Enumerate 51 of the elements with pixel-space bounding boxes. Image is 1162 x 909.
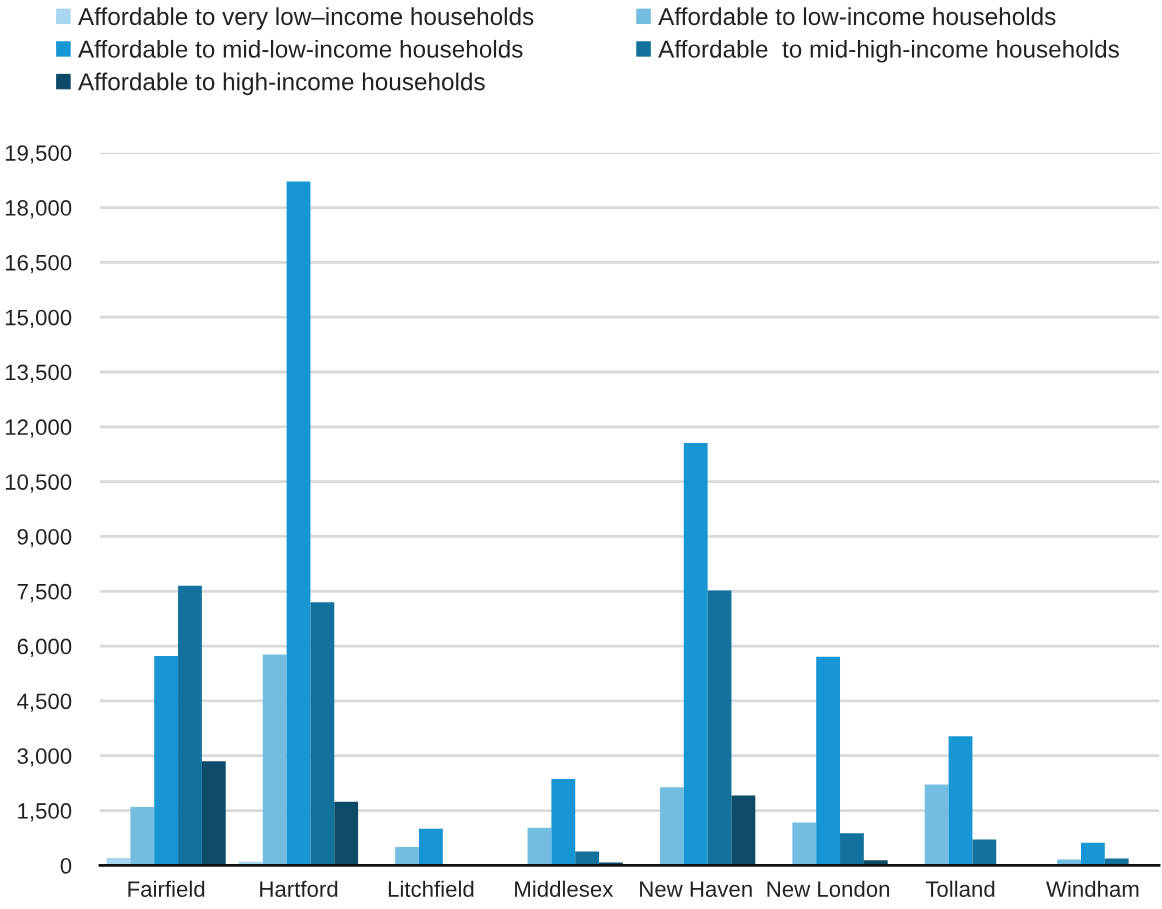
- x-tick-label: Windham: [1046, 880, 1139, 897]
- x-tick-label: Tolland: [925, 880, 995, 897]
- bar: [816, 656, 841, 866]
- bar: [262, 654, 287, 866]
- y-tick-label: 18,000: [5, 200, 72, 219]
- y-tick-label: 7,500: [17, 583, 72, 603]
- y-tick-label: 4,500: [17, 693, 72, 712]
- bar: [201, 761, 226, 866]
- bar: [286, 181, 311, 866]
- bar: [683, 442, 708, 866]
- bar: [527, 827, 552, 866]
- bar: [840, 833, 864, 866]
- y-tick-label: 13,500: [5, 364, 72, 383]
- legend-label: Affordable to mid-low-income households: [78, 39, 523, 58]
- y-tick-label: 0: [60, 857, 72, 874]
- bar: [659, 787, 684, 866]
- y-tick-label: 12,000: [5, 419, 72, 438]
- bar: [924, 784, 949, 866]
- bar: [948, 736, 973, 866]
- bar: [551, 779, 576, 866]
- bar: [731, 795, 756, 866]
- x-tick-label: New Haven: [640, 881, 752, 897]
- bar: [154, 655, 179, 866]
- legend-label: Affordable to very low–income households: [78, 7, 534, 30]
- y-tick-label: 19,500: [5, 145, 72, 164]
- y-tick-label: 6,000: [17, 638, 72, 657]
- bar: [178, 585, 202, 866]
- legend-label: Affordable to low-income households: [658, 7, 1056, 26]
- bar: [310, 602, 335, 866]
- bar: [395, 847, 419, 866]
- x-tick-label: New London: [767, 880, 890, 897]
- y-tick-label: 9,000: [17, 528, 72, 548]
- x-tick-label: Middlesex: [515, 880, 614, 897]
- bar: [334, 801, 359, 866]
- y-tick-label: 1,500: [18, 803, 72, 822]
- bar: [419, 828, 443, 866]
- x-tick-label: Fairfield: [128, 880, 205, 897]
- bar: [575, 851, 600, 866]
- bar: [1080, 842, 1105, 866]
- y-tick-label: 3,000: [17, 748, 72, 767]
- legend-label: Affordable to high-income households: [78, 72, 485, 96]
- y-tick-label: 16,500: [5, 254, 72, 274]
- y-tick-label: 15,000: [5, 309, 72, 329]
- bar: [707, 590, 732, 866]
- bar: [130, 806, 155, 866]
- bar: [792, 822, 817, 866]
- legend-label: Affordable to mid-high-income households: [658, 39, 1119, 63]
- y-tick-label: 10,500: [5, 474, 72, 493]
- x-tick-label: Hartford: [260, 880, 338, 897]
- x-tick-label: Litchfield: [388, 880, 474, 897]
- bar: [972, 839, 997, 866]
